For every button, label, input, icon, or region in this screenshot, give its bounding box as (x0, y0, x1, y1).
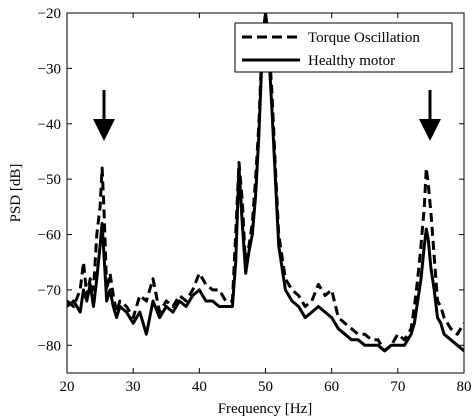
series-line-healthy-motor (67, 13, 464, 353)
x-tick-label: 60 (324, 379, 339, 395)
y-axis-title: PSD [dB] (8, 164, 24, 223)
x-tick-label: 50 (258, 379, 273, 395)
y-tick-label: −60 (38, 228, 61, 244)
series-line-torque-oscillation (67, 13, 464, 353)
x-tick-label: 80 (457, 379, 472, 395)
annotation-arrow-right (419, 90, 441, 141)
y-tick-label: −40 (38, 117, 61, 133)
y-tick-label: −70 (38, 283, 61, 299)
legend: Torque Oscillation Healthy motor (234, 22, 453, 73)
x-axis-title: Frequency [Hz] (218, 401, 313, 417)
series-layer (67, 13, 464, 353)
x-tick-label: 40 (192, 379, 207, 395)
y-tick-label: −80 (38, 338, 61, 354)
ticks-layer: 20 30 40 50 60 70 80 −20 −30 −40 −50 −60 −70 −80 (38, 6, 472, 395)
y-tick-label: −50 (38, 172, 61, 188)
legend-label-healthy: Healthy motor (308, 53, 395, 69)
y-tick-label: −20 (38, 6, 61, 22)
legend-box (234, 22, 453, 73)
x-tick-label: 70 (390, 379, 405, 395)
legend-label-torque: Torque Oscillation (308, 30, 420, 46)
y-tick-label: −30 (38, 61, 61, 77)
annotation-arrow-left (93, 90, 115, 141)
x-tick-label: 30 (126, 379, 141, 395)
x-tick-label: 20 (60, 379, 75, 395)
